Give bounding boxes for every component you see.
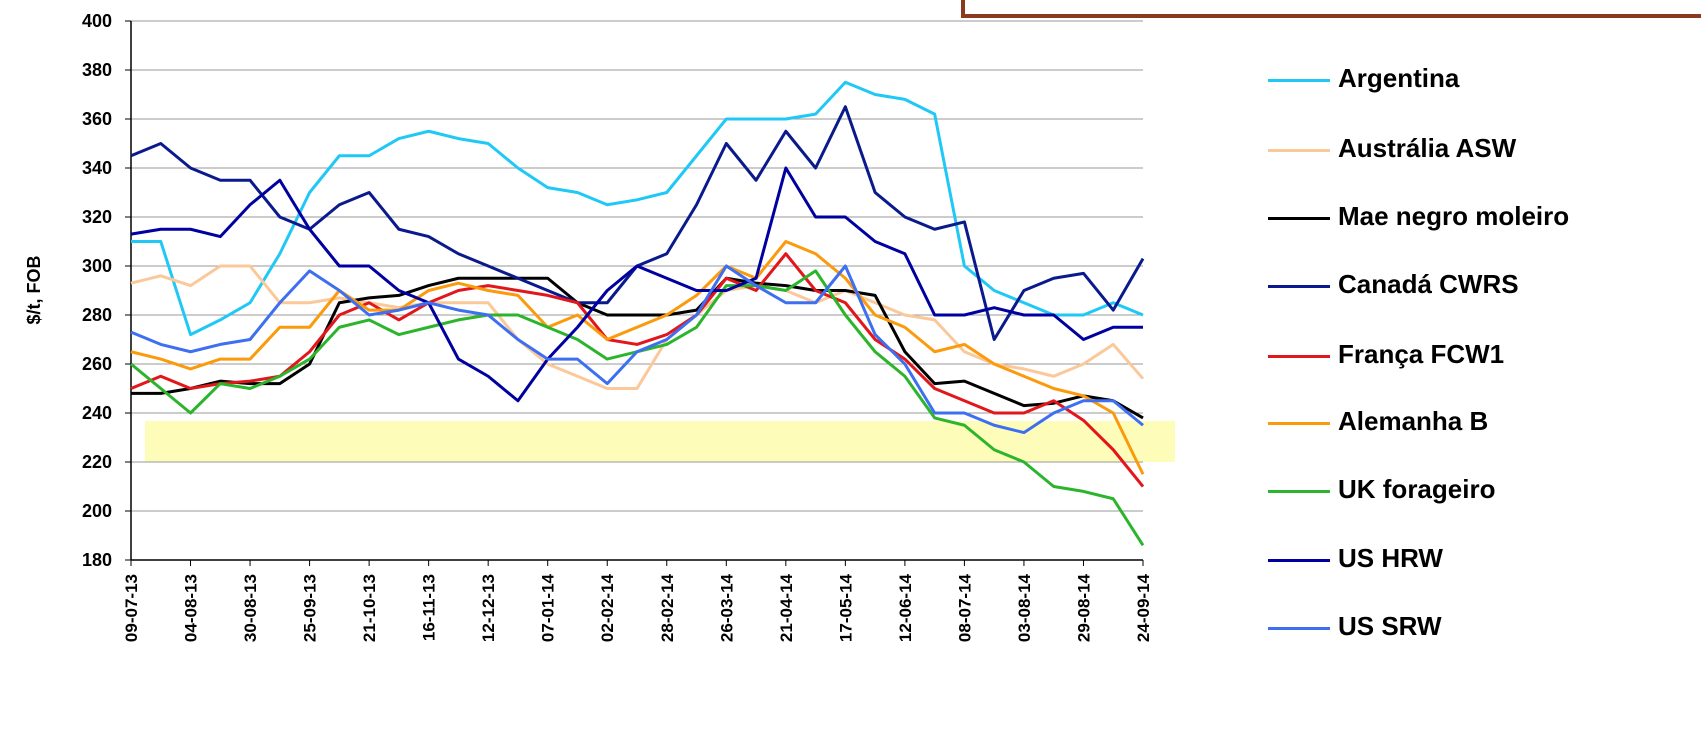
y-tick-label: 180 — [82, 550, 112, 570]
legend-label: Alemanha B — [1338, 406, 1489, 436]
series-line — [130, 240, 1145, 475]
series-line — [130, 252, 1145, 488]
x-tick-label: 04-08-13 — [182, 574, 201, 642]
legend-label: Austrália ASW — [1338, 133, 1517, 163]
x-tick-label: 26-03-14 — [717, 573, 736, 642]
series-line — [130, 105, 1145, 341]
y-tick-label: 220 — [82, 452, 112, 472]
x-tick-label: 21-04-14 — [777, 573, 796, 642]
y-tick-label: 200 — [82, 501, 112, 521]
legend-item: Canadá CWRS — [1268, 268, 1578, 300]
legend-item: Alemanha B — [1268, 405, 1578, 437]
series-line — [130, 166, 1143, 403]
x-tick-label: 17-05-14 — [836, 573, 855, 642]
legend-item: França FCW1 — [1268, 338, 1578, 370]
y-tick-label: 240 — [82, 403, 112, 423]
legend-swatch — [1268, 559, 1330, 562]
legend-swatch — [1268, 285, 1330, 288]
x-tick-label: 25-09-13 — [301, 574, 320, 642]
x-tick-label: 30-08-13 — [241, 574, 260, 642]
legend-label: Argentina — [1338, 63, 1460, 93]
legend-label: UK forageiro — [1338, 474, 1496, 504]
y-tick-label: 400 — [82, 11, 112, 31]
legend-label: Mae negro moleiro — [1338, 201, 1570, 231]
x-tick-label: 24-09-14 — [1134, 573, 1153, 642]
y-tick-label: 320 — [82, 207, 112, 227]
y-tick-label: 340 — [82, 158, 112, 178]
note-box — [961, 0, 1701, 18]
series-line — [131, 80, 1144, 337]
legend-swatch — [1268, 149, 1330, 152]
x-tick-label: 12-12-13 — [479, 574, 498, 642]
legend-item: Mae negro moleiro — [1268, 200, 1578, 232]
series-line — [130, 269, 1145, 547]
series-line — [130, 264, 1144, 435]
legend-swatch — [1268, 355, 1330, 358]
legend-item: US HRW — [1268, 542, 1578, 574]
legend-item: Austrália ASW — [1268, 132, 1578, 164]
legend-item: Argentina — [1268, 62, 1578, 94]
x-tick-label: 08-07-14 — [955, 573, 974, 642]
x-tick-label: 28-02-14 — [658, 573, 677, 642]
x-tick-label: 29-08-14 — [1074, 573, 1093, 642]
legend-swatch — [1268, 422, 1330, 425]
legend-item: UK forageiro — [1268, 473, 1578, 505]
legend-item: US SRW — [1268, 610, 1578, 642]
x-tick-label: 12-06-14 — [896, 573, 915, 642]
x-tick-label: 09-07-13 — [122, 574, 141, 642]
y-axis-label: $/t, FOB — [24, 255, 44, 324]
legend-swatch — [1268, 217, 1330, 220]
series-line — [131, 276, 1144, 420]
x-tick-label: 07-01-14 — [539, 573, 558, 642]
y-tick-label: 260 — [82, 354, 112, 374]
y-tick-label: 300 — [82, 256, 112, 276]
legend-label: França FCW1 — [1338, 339, 1505, 369]
y-tick-label: 280 — [82, 305, 112, 325]
y-tick-label: 360 — [82, 109, 112, 129]
x-tick-label: 21-10-13 — [360, 574, 379, 642]
legend-label: US SRW — [1338, 611, 1442, 641]
legend-label: US HRW — [1338, 543, 1443, 573]
x-tick-label: 02-02-14 — [598, 573, 617, 642]
legend-swatch — [1268, 627, 1330, 630]
x-tick-label: 03-08-14 — [1015, 573, 1034, 642]
legend-label: Canadá CWRS — [1338, 269, 1519, 299]
series-line — [130, 264, 1145, 390]
highlight-band — [145, 421, 1175, 462]
x-tick-label: 16-11-13 — [420, 574, 439, 641]
legend-swatch — [1268, 490, 1330, 493]
y-tick-label: 380 — [82, 60, 112, 80]
legend-swatch — [1268, 79, 1330, 82]
